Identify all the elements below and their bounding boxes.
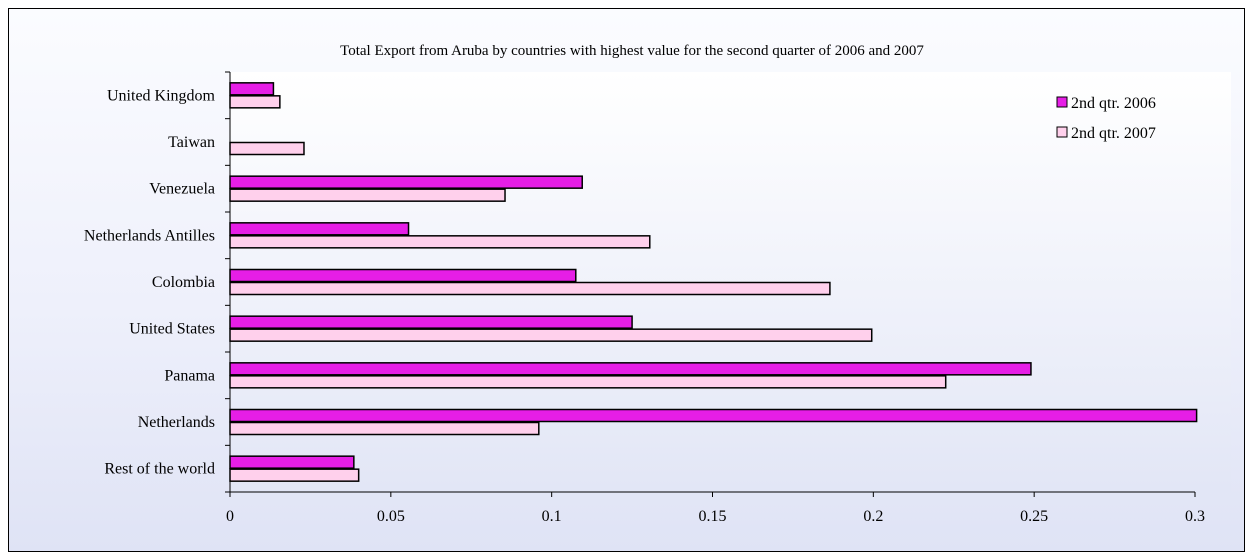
bar-2006-netherlands [229, 408, 1198, 423]
category-label: Netherlands Antilles [84, 227, 215, 244]
category-label: Colombia [152, 274, 215, 291]
bar-2007-panama [229, 375, 947, 389]
x-tick-label: 0.2 [863, 508, 883, 525]
bar-2007-taiwan [229, 141, 305, 156]
category-labels: United Kingdom Taiwan Venezuela Netherlands… [84, 87, 216, 477]
bar-2007-united-kingdom [229, 95, 281, 109]
bar-2007-venezuela [229, 188, 506, 202]
x-tick-label: 0 [226, 508, 234, 525]
bars-group [229, 82, 1198, 482]
category-label: United Kingdom [107, 87, 216, 104]
bar-2007-netherlands [229, 421, 540, 436]
legend-swatch [1056, 126, 1068, 138]
chart-title: Total Export from Aruba by countries wit… [340, 43, 924, 59]
x-tick-label: 0.15 [699, 508, 727, 525]
legend: 2nd qtr. 2006 2nd qtr. 2007 [1056, 95, 1156, 142]
bar-2006-colombia [229, 268, 577, 283]
legend-label: 2nd qtr. 2007 [1071, 125, 1156, 142]
bar-2006-panama [229, 362, 1032, 376]
bar-2007-rest-of-the-world [229, 468, 360, 482]
x-tick-label: 0.25 [1020, 508, 1048, 525]
bar-2007-netherlands-antilles [229, 235, 651, 249]
bar-2007-united-states [229, 328, 873, 342]
tick-labels: 0 0.05 0.1 0.15 0.2 0.25 0.3 [226, 508, 1205, 525]
x-tick-label: 0.3 [1185, 508, 1205, 525]
axes-group [225, 71, 1196, 497]
bar-2006-united-states [229, 315, 633, 329]
category-label: Taiwan [168, 134, 215, 151]
legend-swatch [1056, 96, 1068, 108]
category-label: Netherlands [138, 414, 215, 431]
x-tick-label: 0.1 [542, 508, 562, 525]
bar-2006-venezuela [229, 175, 583, 189]
x-tick-label: 0.05 [377, 508, 405, 525]
category-label: Panama [164, 367, 215, 384]
bar-2007-colombia [229, 281, 831, 296]
bar-2006-rest-of-the-world [229, 455, 355, 469]
category-label: Rest of the world [104, 461, 215, 478]
legend-label: 2nd qtr. 2006 [1071, 95, 1156, 112]
bar-2006-united-kingdom [229, 82, 275, 96]
category-label: United States [129, 321, 215, 338]
category-label: Venezuela [149, 181, 215, 198]
bar-2006-netherlands-antilles [229, 222, 410, 236]
